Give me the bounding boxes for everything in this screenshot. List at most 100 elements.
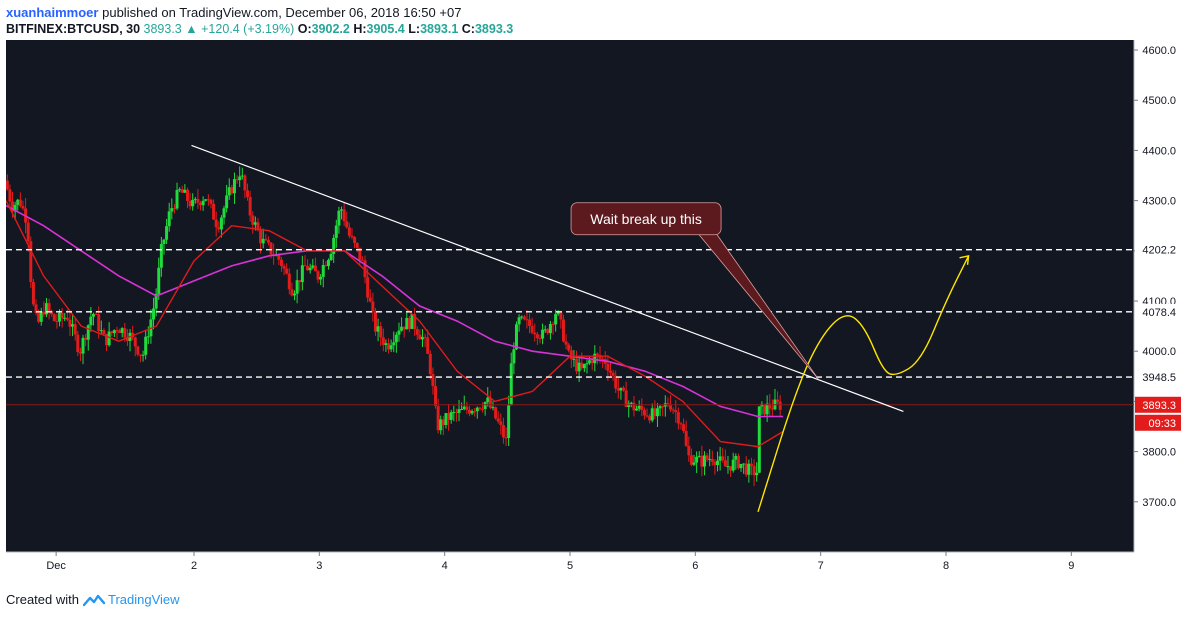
close-label: C: [461,22,475,36]
candle-body [564,341,568,345]
candle-body [102,330,106,335]
chart-area[interactable]: Wait break up this 4600.0 4500.0 4400.0 430… [5,40,1182,579]
candle-body [632,402,636,411]
candle-body [525,319,529,321]
candle-body [78,352,82,354]
high-label: H: [353,22,367,36]
candle-body [199,202,203,206]
candle-body [593,353,597,364]
candle-body [73,324,77,335]
candles-group [5,166,782,487]
candle-body [671,409,675,411]
candle-body [125,337,129,341]
candle-body [248,197,252,216]
candle-body [473,411,477,413]
candle-body [170,208,174,212]
time-axis[interactable]: Dec 2 3 4 5 6 7 8 9 [46,552,1074,572]
y-tick-label: 4500.0 [1142,95,1176,107]
candle-body [5,180,9,190]
y-tick-label: 4600.0 [1142,45,1176,57]
candle-body [290,289,294,296]
candle-body [582,363,586,369]
y-tick-label: 4000.0 [1142,346,1176,358]
candle-body [138,354,142,356]
callout-pointer [698,234,819,380]
candle-body [206,199,210,201]
candle-body [141,354,145,356]
candle-body [514,324,518,350]
candle-body [266,240,270,243]
candle-body [18,199,22,207]
candle-body [373,311,377,332]
last-price: 3893.3 [143,22,182,36]
candle-body [13,204,17,212]
candle-body [530,325,534,333]
candle-body [695,456,699,463]
candle-body [65,317,69,320]
up-arrow-icon: ▲ [185,22,198,36]
trendline[interactable] [191,144,904,413]
candle-body [329,253,333,261]
candle-body [470,411,474,414]
candle-body [222,208,226,218]
candle-body [420,336,424,340]
candle-body [368,297,372,302]
candle-body [648,416,652,421]
candle-body [319,276,323,280]
candle-body [742,463,746,465]
candle-body [389,345,393,350]
candle-body [175,189,179,209]
price-chart[interactable]: Wait break up this 4600.04500.04400.0430… [5,40,1182,579]
candle-body [97,314,101,331]
candle-body [559,312,563,320]
candle-body [580,362,584,369]
candle-body [44,303,48,315]
candle-body [718,456,722,461]
y-tick-label: 4400.0 [1142,145,1176,157]
price-axis[interactable]: 4600.04500.04400.04300.04200.04100.04000… [1134,45,1181,509]
callout-box[interactable] [570,202,722,236]
candle-body [68,319,72,327]
candle-body [366,277,370,298]
candle-body [165,226,169,240]
candle-body [264,238,268,241]
tradingview-brand[interactable]: TradingView [82,592,180,607]
candle-body [721,456,725,461]
y-tick-label: 3800.0 [1142,447,1176,459]
projection-curve[interactable] [757,255,970,513]
candle-body [496,418,500,422]
candle-body [146,336,150,338]
candle-body [332,237,336,254]
candle-body [434,386,438,407]
candle-body [614,375,618,389]
candle-body [504,437,508,439]
candle-body [81,337,85,354]
candle-body [133,337,137,347]
candle-body [107,331,111,346]
candle-body [37,313,41,322]
candle-body [475,407,479,412]
candle-body [214,219,218,228]
candle-body [253,222,257,225]
author-name[interactable]: xuanhaimmoer [6,5,99,20]
level-price-label-background [1135,369,1181,386]
open-label: O: [297,22,312,36]
candle-body [63,317,67,319]
candle-body [240,175,244,177]
level-price-label: 4078.4 [1142,307,1176,319]
candle-body [554,314,558,325]
candle-body [441,419,445,426]
candle-body [551,323,555,325]
candle-body [522,316,526,320]
candle-body [183,189,187,193]
candle-body [381,337,385,345]
candle-body [653,408,657,417]
candle-body [431,373,435,387]
level-price-label-background [1135,241,1181,258]
candle-body [736,455,740,469]
candle-body [567,344,571,351]
candle-body [238,176,242,181]
projection-arrowhead [959,254,970,265]
candle-body [91,314,95,317]
candle-body [517,317,521,325]
